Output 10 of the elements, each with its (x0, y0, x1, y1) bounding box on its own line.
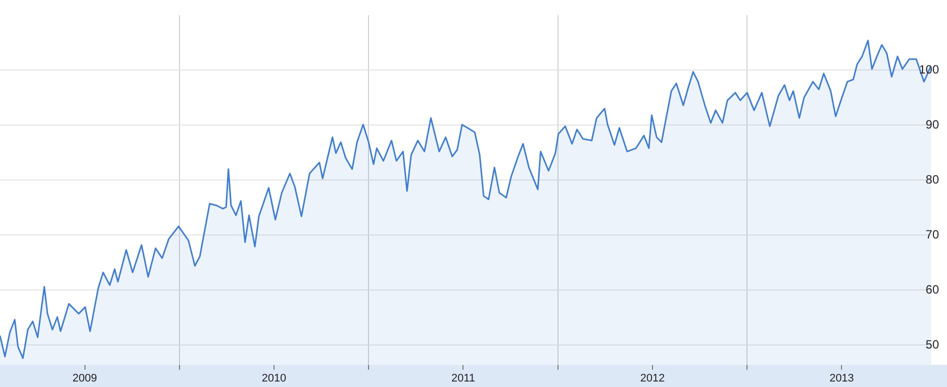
x-tick-label: 2011 (451, 372, 476, 384)
x-tick-label: 2010 (262, 372, 286, 384)
y-tick-label: 50 (926, 337, 940, 352)
y-tick-label: 60 (926, 282, 940, 296)
y-tick-label: 70 (926, 227, 940, 242)
y-tick-label: 90 (926, 117, 940, 132)
y-tick-label: 80 (926, 172, 940, 186)
x-tick-label: 2012 (640, 372, 665, 384)
x-tick-label: 2009 (72, 372, 98, 384)
x-tick-label: 2013 (829, 372, 854, 384)
